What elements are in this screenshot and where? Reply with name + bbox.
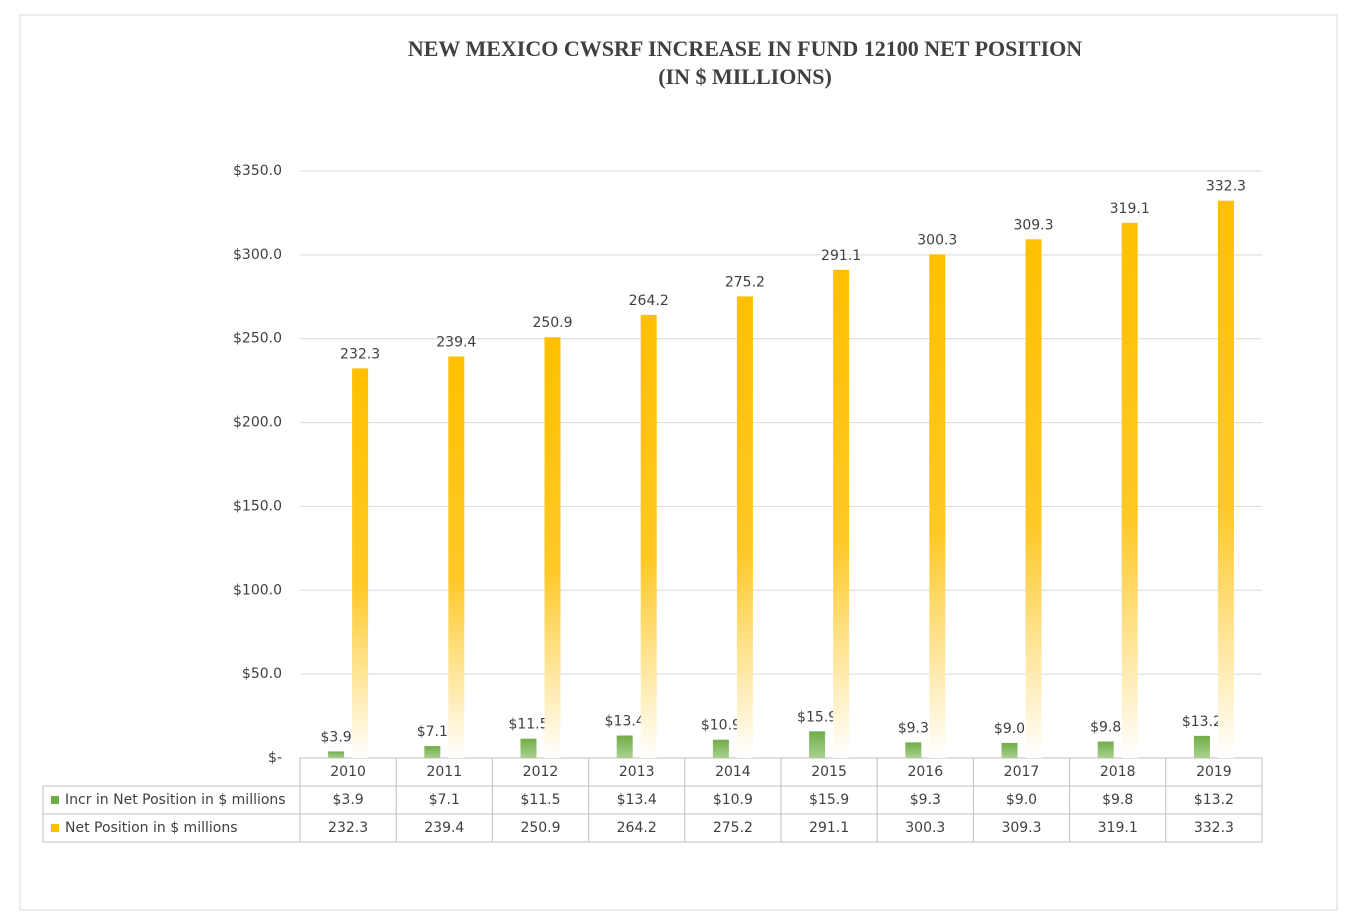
table-cell: 309.3 <box>1001 820 1041 836</box>
table-cell: 250.9 <box>520 820 560 836</box>
bar <box>1025 239 1042 759</box>
data-label: 332.3 <box>1206 179 1246 195</box>
y-tick-label: $350.0 <box>233 163 282 179</box>
x-tick-label: 2012 <box>523 764 559 780</box>
y-tick-label: $150.0 <box>233 498 282 514</box>
table-cell: 275.2 <box>713 820 753 836</box>
y-tick-label: $50.0 <box>242 666 282 682</box>
table-cell: 300.3 <box>905 820 945 836</box>
y-tick-label: $300.0 <box>233 247 282 263</box>
bar <box>640 314 657 758</box>
legend-label: Incr in Net Position in $ millions <box>65 792 286 808</box>
table-cell: $15.9 <box>809 792 849 808</box>
table-cell: $13.2 <box>1194 792 1234 808</box>
bar <box>424 746 441 758</box>
bar <box>1001 742 1018 758</box>
data-label: $7.1 <box>417 724 448 740</box>
x-tick-label: 2018 <box>1100 764 1136 780</box>
data-label: $3.9 <box>321 729 352 745</box>
y-tick-label: $100.0 <box>233 582 282 598</box>
legend-key <box>51 796 59 804</box>
y-tick-label: $- <box>268 750 282 766</box>
bar <box>809 731 826 758</box>
table-cell: 332.3 <box>1194 820 1234 836</box>
bar <box>544 337 561 758</box>
bar <box>833 269 850 758</box>
bar <box>616 735 633 758</box>
bar <box>712 739 729 758</box>
bar <box>929 254 946 758</box>
x-tick-label: 2010 <box>330 764 366 780</box>
bar <box>736 296 753 758</box>
chart-title: (IN $ MILLIONS) <box>658 64 832 89</box>
table-cell: $9.0 <box>1006 792 1037 808</box>
table-cell: 319.1 <box>1098 820 1138 836</box>
data-label: $9.3 <box>898 720 929 736</box>
data-label: 275.2 <box>725 274 765 290</box>
data-label: 250.9 <box>532 315 572 331</box>
data-label: $11.5 <box>508 717 548 733</box>
x-tick-label: 2011 <box>426 764 462 780</box>
x-tick-label: 2019 <box>1196 764 1232 780</box>
table-cell: 264.2 <box>617 820 657 836</box>
table-cell: $10.9 <box>713 792 753 808</box>
bar <box>1193 735 1210 758</box>
data-label: 232.3 <box>340 346 380 362</box>
data-label: 300.3 <box>917 232 957 248</box>
x-tick-label: 2016 <box>907 764 943 780</box>
legend-label: Net Position in $ millions <box>65 820 237 836</box>
data-label: $10.9 <box>701 718 741 734</box>
data-label: 239.4 <box>436 334 476 350</box>
data-label: $13.2 <box>1182 714 1222 730</box>
bar <box>1121 222 1138 758</box>
bar <box>448 356 465 758</box>
data-label: $13.4 <box>605 714 645 730</box>
data-label: $9.0 <box>994 721 1025 737</box>
x-tick-label: 2014 <box>715 764 751 780</box>
table-cell: 291.1 <box>809 820 849 836</box>
bar <box>520 738 537 758</box>
legend-key <box>51 824 59 832</box>
chart-title: NEW MEXICO CWSRF INCREASE IN FUND 12100 … <box>408 36 1082 61</box>
bar <box>1217 200 1234 758</box>
data-label: $9.8 <box>1090 720 1121 736</box>
y-tick-label: $250.0 <box>233 331 282 347</box>
table-cell: $9.3 <box>910 792 941 808</box>
bar <box>328 751 345 758</box>
data-label: 264.2 <box>629 293 669 309</box>
x-tick-label: 2017 <box>1004 764 1040 780</box>
bar <box>905 742 922 758</box>
table-cell: $13.4 <box>617 792 657 808</box>
x-tick-label: 2013 <box>619 764 655 780</box>
data-label: 319.1 <box>1110 201 1150 217</box>
data-label: $15.9 <box>797 709 837 725</box>
table-cell: $7.1 <box>429 792 460 808</box>
chart-frame <box>19 14 1338 911</box>
bar <box>352 368 369 758</box>
table-cell: 232.3 <box>328 820 368 836</box>
bar <box>1097 741 1114 758</box>
y-tick-label: $200.0 <box>233 415 282 431</box>
table-cell: $9.8 <box>1102 792 1133 808</box>
data-label: 309.3 <box>1013 217 1053 233</box>
table-cell: $3.9 <box>333 792 364 808</box>
data-label: 291.1 <box>821 248 861 264</box>
table-cell: $11.5 <box>520 792 560 808</box>
table-cell: 239.4 <box>424 820 464 836</box>
x-tick-label: 2015 <box>811 764 847 780</box>
